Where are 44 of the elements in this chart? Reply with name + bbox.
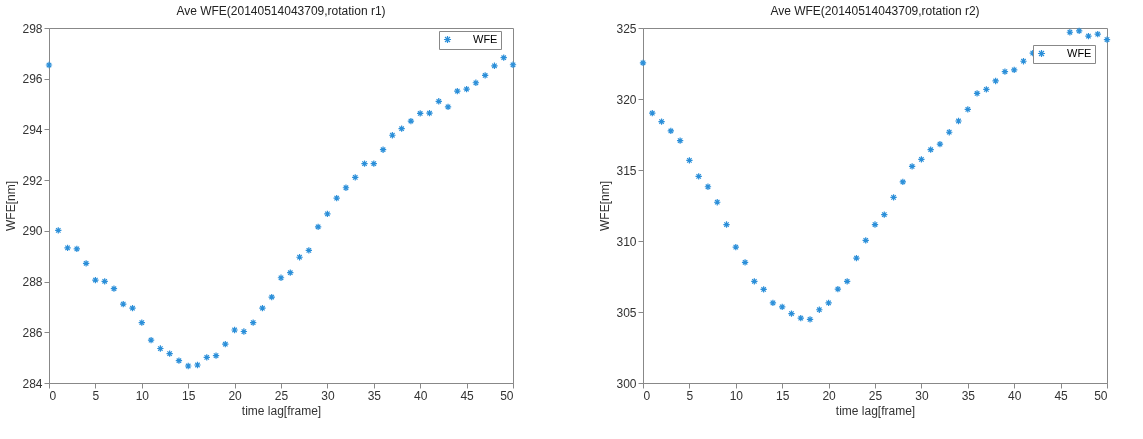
x-axis-title: time lag[frame]	[241, 403, 322, 418]
chart-title: Ave WFE(20140514043709,rotation r2)	[770, 4, 980, 18]
x-axis-title: time lag[frame]	[835, 403, 916, 418]
x-tick-label: 10	[135, 388, 150, 403]
x-tick-label: 5	[92, 388, 100, 403]
legend-label: WFE	[1067, 46, 1092, 59]
x-tick-label: 50	[500, 388, 514, 403]
chart-title: Ave WFE(20140514043709,rotation r1)	[176, 4, 386, 18]
x-tick-label: 30	[915, 388, 929, 403]
y-tick-label: 292	[22, 173, 43, 188]
x-tick-label: 35	[961, 388, 976, 403]
y-tick-label: 300	[616, 376, 637, 391]
y-tick-label: 320	[616, 92, 637, 107]
y-tick-label: 298	[22, 21, 43, 36]
x-tick-label: 15	[182, 388, 196, 403]
x-tick-label: 25	[868, 388, 883, 403]
y-axis-title: WFE[nm]	[4, 181, 19, 231]
legend-label: WFE	[473, 32, 498, 45]
y-tick-label: 315	[616, 163, 637, 178]
y-tick-label: 294	[22, 122, 43, 137]
y-tick-label: 310	[616, 234, 637, 249]
x-tick-label: 35	[367, 388, 382, 403]
x-tick-label: 40	[1008, 388, 1022, 403]
x-tick-label: 50	[1094, 388, 1108, 403]
x-tick-label: 15	[776, 388, 790, 403]
x-tick-label: 5	[686, 388, 694, 403]
y-tick-label: 296	[22, 72, 43, 87]
y-tick-label: 305	[616, 305, 637, 320]
x-tick-label: 0	[49, 388, 57, 403]
y-tick-label: 325	[616, 21, 637, 36]
x-tick-label: 20	[228, 388, 243, 403]
x-tick-label: 45	[460, 388, 475, 403]
y-tick-label: 284	[22, 376, 43, 391]
y-tick-label: 290	[22, 224, 43, 239]
x-tick-label: 40	[414, 388, 428, 403]
x-tick-label: 45	[1054, 388, 1069, 403]
x-tick-label: 10	[729, 388, 744, 403]
y-tick-label: 288	[22, 275, 43, 290]
y-axis-title: WFE[nm]	[598, 181, 613, 231]
y-tick-label: 286	[22, 325, 43, 340]
x-tick-label: 25	[274, 388, 289, 403]
x-tick-label: 30	[321, 388, 335, 403]
x-tick-label: 20	[822, 388, 837, 403]
x-tick-label: 0	[643, 388, 651, 403]
